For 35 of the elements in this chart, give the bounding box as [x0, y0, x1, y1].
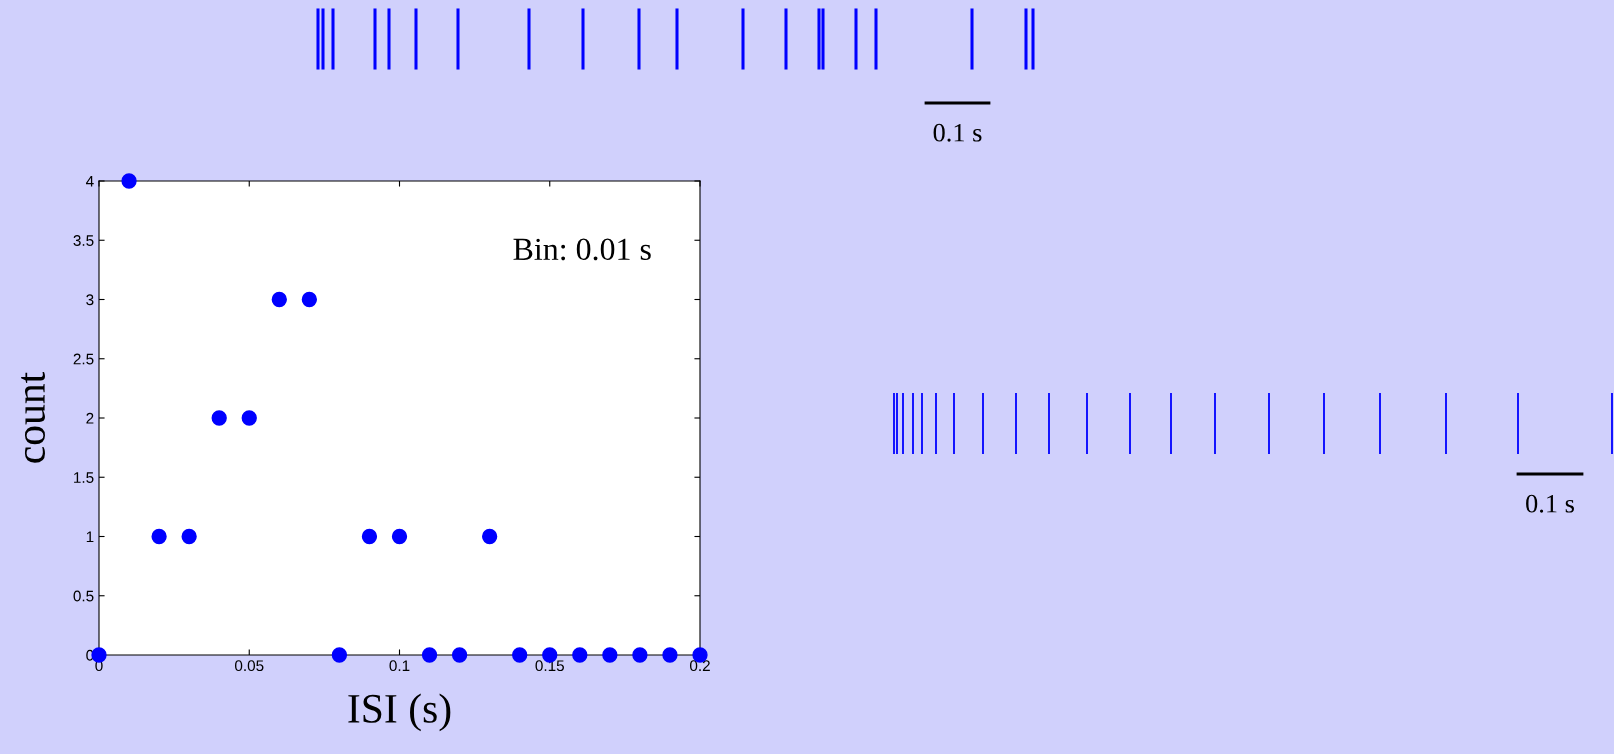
x-tick-label: 0.05: [234, 660, 264, 672]
text: 0.1 s: [933, 123, 982, 142]
point: [151, 528, 167, 545]
y-tick-label: 2: [86, 412, 94, 424]
point: [301, 291, 317, 308]
text: 0.1 s: [1526, 494, 1574, 513]
y-tick-label: 3: [86, 294, 94, 306]
x-axis-title: ISI (s): [348, 693, 451, 732]
x-tick-label: 0.2: [689, 660, 710, 672]
point: [211, 410, 227, 426]
point: [632, 647, 648, 663]
point: [121, 173, 137, 189]
y-tick-label: 1.5: [74, 472, 94, 483]
point: [421, 647, 438, 663]
annotation: Bin: 0.01 s: [513, 238, 651, 261]
point: [241, 410, 257, 426]
point: [271, 291, 287, 308]
y-axis-title: count: [21, 371, 45, 463]
x-tick-label: 0.15: [535, 660, 564, 672]
point: [181, 528, 197, 545]
y-tick-label: 1: [86, 531, 94, 543]
point: [391, 528, 408, 545]
point: [361, 528, 378, 545]
x-tick-label: 0.1: [389, 660, 410, 672]
y-tick-label: 2.5: [73, 353, 94, 365]
point: [331, 647, 348, 663]
point: [662, 647, 678, 663]
y-tick-label: 4: [85, 176, 94, 187]
point: [451, 647, 468, 663]
point: [512, 647, 528, 663]
point: [602, 647, 618, 663]
point: [482, 528, 498, 545]
y-tick-label: 0.5: [73, 590, 94, 602]
y-tick-label: 3.5: [73, 235, 94, 246]
point: [572, 647, 588, 663]
